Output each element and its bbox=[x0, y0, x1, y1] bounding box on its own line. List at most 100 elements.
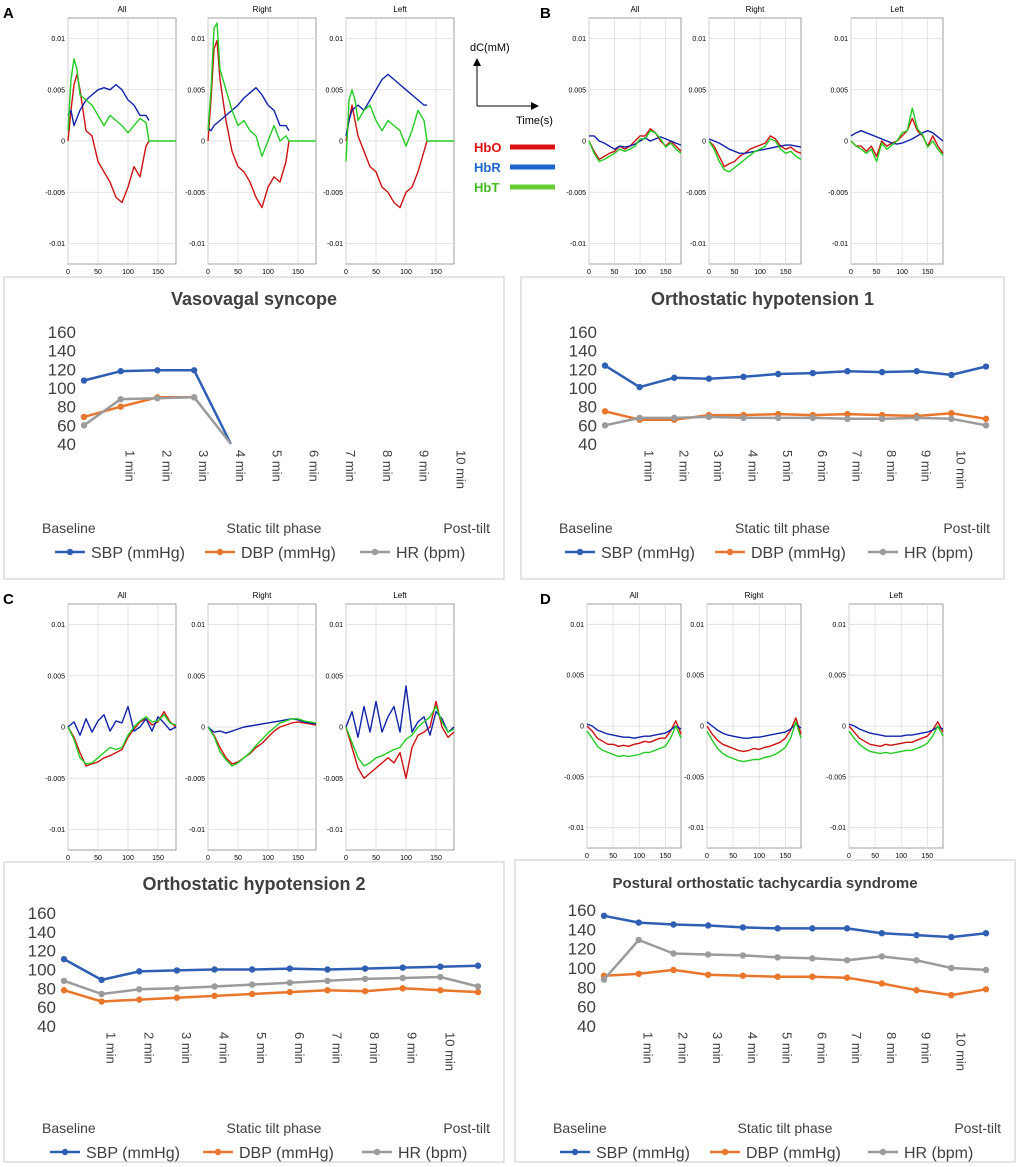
x-tick-label: 150 bbox=[922, 269, 934, 276]
series-line-hbr bbox=[207, 86, 290, 132]
legend-hbo-label: HbO bbox=[474, 140, 501, 155]
x-category-label: 2 min bbox=[676, 450, 691, 482]
data-point-sbp bbox=[843, 925, 851, 932]
legend-marker-hr bbox=[371, 548, 379, 556]
phase-label-baseline: Baseline bbox=[42, 1120, 96, 1136]
x-tick-label: 150 bbox=[659, 853, 671, 860]
data-point-dbp bbox=[80, 413, 88, 421]
legend-label-sbp: SBP (mmHg) bbox=[86, 1145, 180, 1162]
data-point-sbp bbox=[878, 368, 886, 376]
chart-box bbox=[3, 276, 505, 580]
data-point-dbp bbox=[98, 998, 105, 1005]
c-bp-group: Orthostatic hypotension 2160140120100806… bbox=[3, 861, 505, 1163]
x-tick-label: 50 bbox=[611, 269, 619, 276]
data-point-hr bbox=[136, 986, 143, 993]
series-line-hbt bbox=[345, 705, 455, 767]
series-line-hbr bbox=[67, 705, 177, 736]
series-line-hbo bbox=[345, 700, 455, 779]
data-point-dbp bbox=[437, 987, 444, 994]
x-tick-label: 0 bbox=[587, 269, 591, 276]
series-line-hbt bbox=[850, 107, 944, 163]
y-tick-label: 0 bbox=[201, 725, 205, 732]
legend-y-arrowhead-icon bbox=[473, 58, 481, 66]
x-category-label: 7 min bbox=[849, 450, 864, 482]
fnirs-subplot-right: 0 50 100 150 0.01 0.005 0 -0.005 -0.01 Right bbox=[185, 591, 317, 862]
data-point-sbp bbox=[635, 919, 642, 926]
x-category-label: 2 min bbox=[141, 1032, 156, 1064]
y-tick-label: -0.01 bbox=[690, 241, 706, 248]
data-point-hr bbox=[739, 952, 747, 959]
data-point-sbp bbox=[211, 966, 218, 973]
data-point-sbp bbox=[154, 367, 161, 374]
series-line-hbr bbox=[850, 129, 944, 145]
series-line-hbt bbox=[586, 725, 682, 758]
y-tick-label: 0 bbox=[844, 139, 848, 146]
y-tick-label: 0.01 bbox=[191, 622, 205, 629]
x-category-label: 4 min bbox=[746, 450, 761, 482]
data-point-dbp bbox=[248, 990, 256, 998]
data-point-dbp bbox=[913, 987, 920, 994]
fnirs-subplot-left: 0 50 100 150 0.01 0.005 0 -0.005 -0.01 Left bbox=[323, 5, 455, 276]
fnirs-subplot-left: 0 50 100 150 0.01 0.005 0 -0.005 -0.01 Left bbox=[323, 591, 455, 862]
y-tick-label: 0.01 bbox=[690, 622, 704, 629]
x-tick-label: 150 bbox=[780, 269, 792, 276]
a-fnirs-group: 0 50 100 150 0.01 0.005 0 -0.005 -0.01 All 0 50 100 1… bbox=[45, 5, 455, 276]
fnirs-subplot-left: 0 50 100 150 0.01 0.005 0 -0.005 -0.01 Left bbox=[828, 5, 944, 276]
legend-hbt-label: HbT bbox=[474, 180, 499, 195]
legend-marker-dbp bbox=[214, 1148, 222, 1156]
data-point-hr bbox=[948, 964, 955, 972]
subplot-title: All bbox=[118, 5, 127, 14]
y-tick-label: -0.005 bbox=[185, 776, 205, 783]
data-point-hr bbox=[809, 955, 816, 962]
fnirs-subplot-right: 0 50 100 150 0.01 0.005 0 -0.005 -0.01 Right bbox=[684, 591, 802, 860]
x-tick-label: 50 bbox=[729, 853, 737, 860]
data-point-dbp bbox=[809, 973, 816, 980]
legend-label-sbp: SBP (mmHg) bbox=[91, 545, 185, 562]
data-point-sbp bbox=[982, 363, 990, 370]
series-line-sbp bbox=[63, 958, 479, 982]
series-line-hbo bbox=[207, 39, 290, 209]
x-category-label: 5 min bbox=[780, 450, 795, 482]
x-tick-label: 100 bbox=[262, 855, 274, 862]
y-tick-label: 120 bbox=[48, 360, 76, 379]
y-tick-label: -0.005 bbox=[826, 774, 846, 781]
data-point-dbp bbox=[635, 970, 642, 977]
data-point-sbp bbox=[136, 968, 143, 975]
y-tick-label: 0 bbox=[339, 139, 343, 146]
x-category-label: 6 min bbox=[815, 450, 830, 482]
y-tick-label: 140 bbox=[568, 920, 596, 939]
data-point-dbp bbox=[774, 973, 781, 980]
y-tick-label: -0.005 bbox=[686, 190, 706, 197]
phase-label-static-tilt: Static tilt phase bbox=[735, 520, 830, 536]
data-point-sbp bbox=[704, 922, 712, 929]
x-tick-label: 50 bbox=[372, 855, 380, 862]
y-tick-label: 0.01 bbox=[832, 622, 846, 629]
y-tick-label: 0.005 bbox=[568, 87, 586, 94]
phase-label-static-tilt: Static tilt phase bbox=[738, 1120, 833, 1136]
series-line-hbt bbox=[706, 721, 802, 763]
phase-label-post-tilt: Post-tilt bbox=[443, 1120, 490, 1136]
x-tick-label: 50 bbox=[372, 269, 380, 276]
subplot-title: All bbox=[631, 5, 640, 14]
x-category-label: 10 min bbox=[953, 1032, 968, 1071]
subplot-title: Left bbox=[889, 591, 903, 600]
y-tick-label: 0 bbox=[61, 725, 65, 732]
data-point-hr bbox=[324, 977, 331, 984]
data-point-hr bbox=[704, 951, 712, 958]
y-tick-label: 40 bbox=[57, 435, 76, 454]
fnirs-subplot-all: 0 50 100 150 0.01 0.005 0 -0.005 -0.01 All bbox=[45, 591, 177, 862]
panel-label-a: A bbox=[3, 5, 14, 22]
x-category-label: 2 min bbox=[675, 1032, 690, 1064]
series-line-hbr bbox=[848, 723, 944, 737]
series-line-hbo bbox=[586, 720, 682, 747]
fnirs-subplot-all: 0 50 100 150 0.01 0.005 0 -0.005 -0.01 All bbox=[566, 5, 682, 276]
x-tick-label: 150 bbox=[921, 853, 933, 860]
y-tick-label: -0.01 bbox=[189, 827, 205, 834]
y-tick-label: 0 bbox=[582, 139, 586, 146]
phase-label-post-tilt: Post-tilt bbox=[943, 520, 990, 536]
x-tick-label: 100 bbox=[896, 269, 908, 276]
subplot-title: Left bbox=[890, 5, 904, 14]
series-line-hbt bbox=[207, 718, 317, 767]
hemoglobin-legend: dC(mM) Time(s) HbO HbR HbT bbox=[470, 42, 555, 195]
y-tick-label: 0.005 bbox=[187, 87, 205, 94]
